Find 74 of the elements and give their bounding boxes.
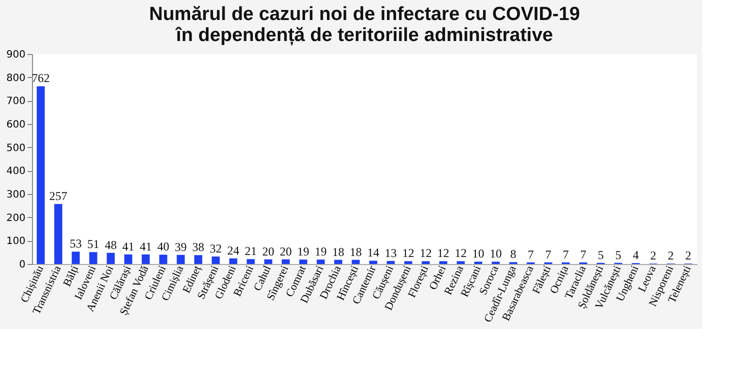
bar — [194, 255, 202, 264]
data-label: 12 — [402, 246, 414, 260]
data-label: 7 — [562, 247, 569, 262]
bar — [404, 261, 412, 264]
data-label: 7 — [580, 247, 586, 262]
data-label: 18 — [350, 244, 362, 259]
data-label: 20 — [280, 244, 292, 258]
data-label: 257 — [49, 189, 68, 204]
bar — [386, 260, 395, 264]
data-label: 48 — [104, 238, 117, 252]
y-tick-label: 100 — [6, 236, 26, 248]
data-label: 39 — [174, 240, 187, 254]
bar — [54, 204, 62, 264]
data-label: 12 — [420, 246, 432, 260]
y-tick-label: 500 — [6, 142, 26, 154]
data-label: 14 — [367, 246, 380, 260]
data-label: 24 — [227, 243, 240, 258]
data-label: 12 — [454, 246, 467, 260]
bar — [159, 254, 168, 264]
data-label: 53 — [70, 236, 82, 251]
data-label: 2 — [668, 248, 674, 263]
data-label: 2 — [685, 248, 692, 263]
data-label: 5 — [598, 248, 604, 262]
data-label: 12 — [437, 246, 450, 260]
bar — [72, 252, 80, 264]
bar — [264, 259, 272, 264]
bar — [316, 260, 325, 264]
data-label: 19 — [314, 244, 327, 259]
data-label: 8 — [510, 247, 516, 262]
y-tick-label: 400 — [6, 166, 26, 178]
data-label: 40 — [157, 240, 170, 254]
bar — [176, 254, 185, 264]
data-label: 7 — [545, 247, 552, 262]
y-tick-label: 900 — [6, 50, 26, 60]
data-label: 38 — [192, 240, 204, 254]
bar — [282, 259, 290, 264]
bar — [456, 261, 465, 264]
y-tick-label: 700 — [6, 96, 26, 108]
bar — [212, 256, 220, 264]
bar — [246, 259, 255, 264]
bar — [369, 260, 378, 264]
data-label: 2 — [650, 248, 656, 263]
bar — [142, 254, 150, 264]
data-label: 10 — [490, 246, 502, 261]
y-tick-label: 800 — [6, 72, 26, 84]
data-label: 21 — [244, 244, 257, 258]
data-label: 5 — [615, 248, 622, 262]
data-label: 32 — [210, 242, 222, 256]
y-tick-label: 600 — [6, 120, 26, 130]
data-label: 18 — [332, 244, 344, 259]
data-label: 10 — [472, 246, 484, 261]
data-label: 762 — [32, 71, 50, 86]
data-label: 51 — [87, 237, 100, 252]
bar — [229, 258, 238, 264]
data-label: 41 — [122, 239, 134, 254]
y-tick-label: 300 — [6, 190, 26, 200]
bar — [106, 252, 115, 264]
data-label: 19 — [297, 244, 310, 259]
bar — [334, 260, 342, 264]
bar — [439, 261, 448, 264]
bar — [422, 261, 430, 264]
bar — [352, 260, 360, 264]
data-label: 7 — [528, 247, 534, 262]
data-label: 20 — [262, 244, 274, 258]
bar — [89, 252, 98, 264]
y-tick-label: 0 — [19, 260, 26, 270]
chart-title: Numărul de cazuri noi de infectare cu COVID-19 în dependență de teritoriile administrative — [149, 4, 580, 46]
bar — [36, 86, 45, 264]
bar — [299, 260, 308, 264]
data-label: 41 — [140, 239, 152, 254]
data-label: 4 — [632, 248, 639, 262]
data-label: 13 — [384, 246, 397, 260]
y-tick-label: 200 — [6, 212, 26, 224]
bar — [124, 254, 132, 264]
